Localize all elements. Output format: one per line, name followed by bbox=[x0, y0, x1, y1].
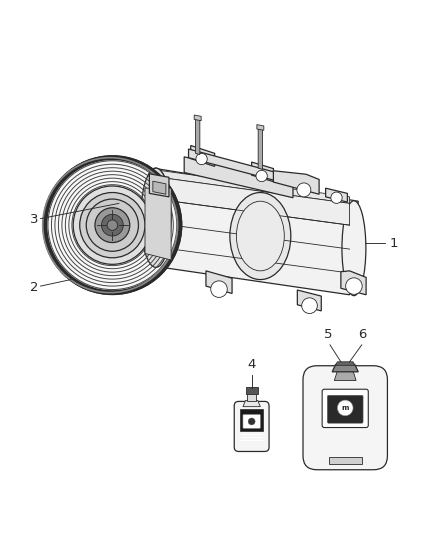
Ellipse shape bbox=[237, 201, 284, 271]
Ellipse shape bbox=[141, 168, 171, 268]
Circle shape bbox=[211, 281, 227, 297]
Polygon shape bbox=[156, 170, 350, 204]
Circle shape bbox=[102, 214, 123, 236]
Polygon shape bbox=[156, 177, 350, 225]
Polygon shape bbox=[184, 157, 293, 198]
Polygon shape bbox=[336, 362, 355, 365]
Text: 6: 6 bbox=[358, 328, 367, 341]
Polygon shape bbox=[188, 149, 278, 181]
Circle shape bbox=[331, 192, 342, 204]
Text: m: m bbox=[342, 405, 349, 411]
Circle shape bbox=[80, 192, 145, 258]
Circle shape bbox=[346, 278, 362, 294]
FancyBboxPatch shape bbox=[327, 395, 363, 423]
Polygon shape bbox=[191, 146, 215, 166]
Polygon shape bbox=[243, 400, 260, 407]
Circle shape bbox=[95, 208, 130, 243]
Polygon shape bbox=[252, 162, 273, 182]
Text: 3: 3 bbox=[30, 213, 38, 227]
Polygon shape bbox=[258, 127, 262, 169]
Circle shape bbox=[337, 400, 353, 416]
Circle shape bbox=[107, 220, 117, 230]
Circle shape bbox=[302, 298, 318, 313]
Circle shape bbox=[248, 418, 255, 425]
FancyBboxPatch shape bbox=[243, 415, 260, 429]
Text: 2: 2 bbox=[30, 281, 38, 294]
Polygon shape bbox=[273, 171, 319, 194]
Polygon shape bbox=[334, 371, 356, 381]
Text: 4: 4 bbox=[247, 358, 256, 371]
FancyBboxPatch shape bbox=[234, 401, 269, 451]
Polygon shape bbox=[332, 365, 358, 372]
Circle shape bbox=[297, 183, 311, 197]
FancyBboxPatch shape bbox=[322, 389, 368, 427]
Circle shape bbox=[44, 156, 181, 294]
Polygon shape bbox=[206, 271, 232, 294]
FancyBboxPatch shape bbox=[303, 366, 388, 470]
Polygon shape bbox=[195, 117, 200, 155]
Circle shape bbox=[196, 154, 207, 165]
Polygon shape bbox=[145, 188, 162, 254]
Bar bbox=[246, 387, 258, 393]
Polygon shape bbox=[297, 290, 321, 311]
Bar bbox=[247, 393, 256, 401]
Circle shape bbox=[256, 171, 267, 182]
Bar bbox=[240, 409, 263, 431]
Polygon shape bbox=[341, 271, 366, 295]
Polygon shape bbox=[153, 181, 166, 194]
Text: 5: 5 bbox=[325, 328, 333, 341]
Polygon shape bbox=[149, 174, 169, 197]
Polygon shape bbox=[145, 188, 171, 260]
Circle shape bbox=[73, 186, 152, 264]
Bar bbox=[328, 457, 362, 464]
Text: 1: 1 bbox=[390, 237, 398, 250]
Circle shape bbox=[86, 199, 138, 251]
Ellipse shape bbox=[230, 192, 291, 279]
Ellipse shape bbox=[342, 201, 366, 296]
Polygon shape bbox=[156, 168, 358, 295]
Ellipse shape bbox=[141, 168, 171, 268]
Polygon shape bbox=[257, 125, 264, 130]
Polygon shape bbox=[325, 188, 347, 202]
Polygon shape bbox=[194, 115, 201, 120]
